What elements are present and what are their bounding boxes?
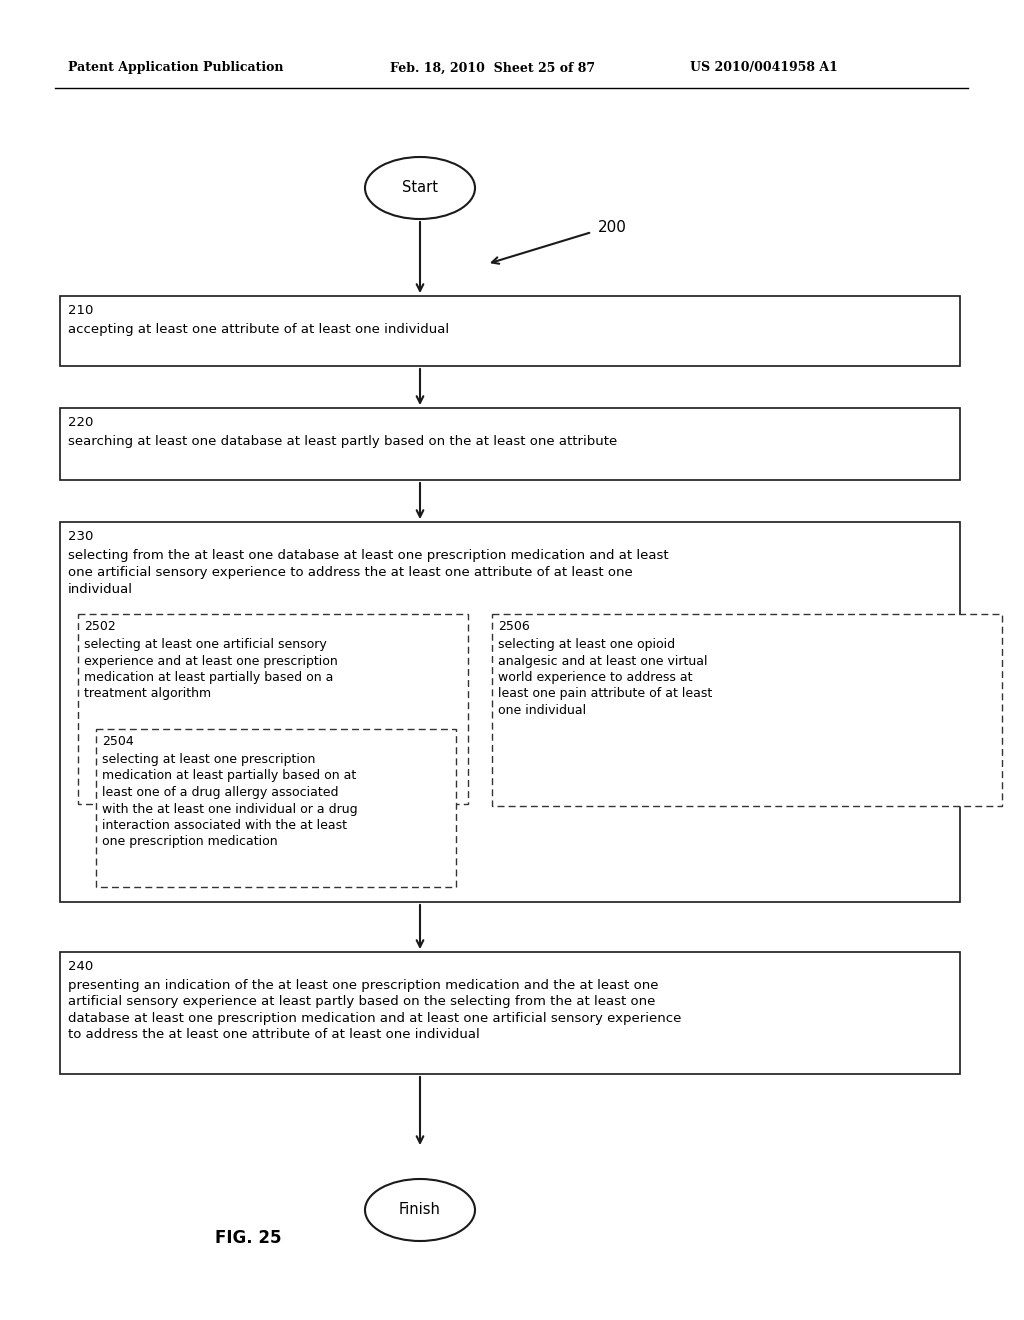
Text: 2506: 2506: [498, 620, 529, 634]
Text: searching at least one database at least partly based on the at least one attrib: searching at least one database at least…: [68, 436, 617, 447]
Text: selecting from the at least one database at least one prescription medication an: selecting from the at least one database…: [68, 549, 669, 597]
Text: 230: 230: [68, 531, 93, 543]
Text: selecting at least one artificial sensory
experience and at least one prescripti: selecting at least one artificial sensor…: [84, 638, 338, 701]
Bar: [60, 408, 961, 480]
Text: Feb. 18, 2010  Sheet 25 of 87: Feb. 18, 2010 Sheet 25 of 87: [390, 62, 595, 74]
Bar: [60, 521, 961, 902]
Text: 200: 200: [598, 220, 627, 235]
Text: selecting at least one prescription
medication at least partially based on at
le: selecting at least one prescription medi…: [102, 752, 357, 849]
Text: 220: 220: [68, 416, 93, 429]
Text: Patent Application Publication: Patent Application Publication: [68, 62, 284, 74]
Ellipse shape: [365, 1179, 475, 1241]
Text: US 2010/0041958 A1: US 2010/0041958 A1: [690, 62, 838, 74]
Ellipse shape: [365, 157, 475, 219]
Bar: [60, 296, 961, 366]
Text: Finish: Finish: [399, 1203, 441, 1217]
Bar: [492, 614, 1002, 807]
Text: 210: 210: [68, 304, 93, 317]
Text: 2502: 2502: [84, 620, 116, 634]
Text: 2504: 2504: [102, 735, 134, 748]
Text: selecting at least one opioid
analgesic and at least one virtual
world experienc: selecting at least one opioid analgesic …: [498, 638, 713, 717]
Text: presenting an indication of the at least one prescription medication and the at : presenting an indication of the at least…: [68, 979, 681, 1041]
Bar: [78, 614, 468, 804]
Text: accepting at least one attribute of at least one individual: accepting at least one attribute of at l…: [68, 323, 450, 337]
Bar: [60, 952, 961, 1074]
Text: Start: Start: [402, 181, 438, 195]
Text: 240: 240: [68, 960, 93, 973]
Text: FIG. 25: FIG. 25: [215, 1229, 282, 1247]
Bar: [96, 729, 456, 887]
